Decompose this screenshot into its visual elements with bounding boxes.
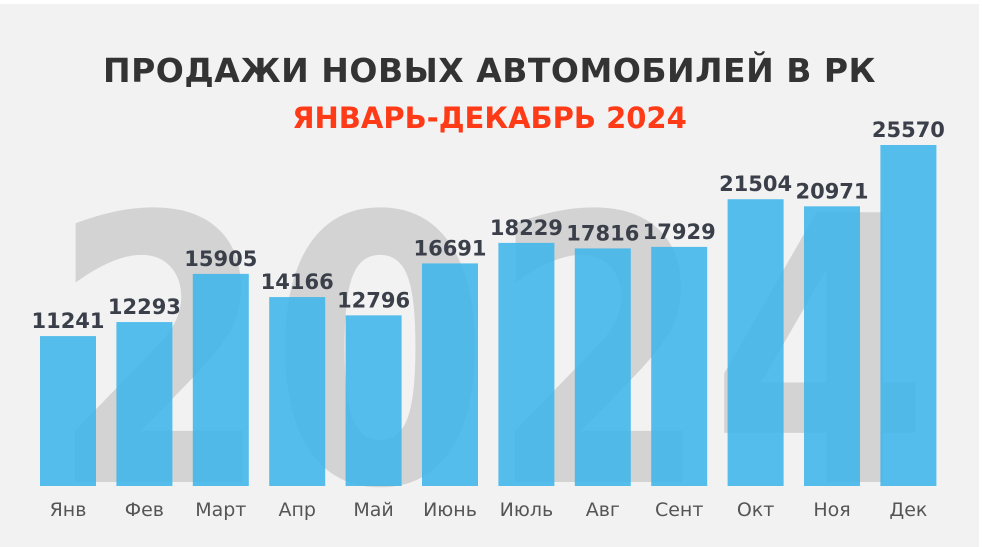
- category-label: Дек: [889, 499, 927, 521]
- value-label: 12293: [108, 295, 181, 319]
- value-label: 25570: [872, 118, 945, 142]
- value-label: 21504: [719, 172, 792, 196]
- category-label: Фев: [125, 499, 164, 521]
- category-label: Ноя: [813, 499, 850, 521]
- category-label: Апр: [278, 499, 315, 521]
- chart-subtitle: ЯНВАРЬ-ДЕКАБРЬ 2024: [292, 101, 687, 135]
- bar-Ноя: [804, 206, 860, 487]
- chart-panel: 2024 ПРОДАЖИ НОВЫХ АВТОМОБИЛЕЙ В РК ЯНВА…: [0, 4, 979, 547]
- value-label: 11241: [31, 309, 104, 333]
- bar-Янв: [40, 336, 96, 486]
- category-label: Июль: [500, 499, 554, 521]
- category-label: Март: [195, 499, 246, 521]
- value-label: 18229: [490, 216, 563, 240]
- value-label: 17816: [566, 221, 639, 245]
- bar-Окт: [727, 199, 784, 486]
- bar-Фев: [116, 322, 173, 486]
- bar-Июнь: [422, 263, 478, 486]
- value-label: 16691: [413, 236, 486, 260]
- value-label: 17929: [643, 220, 716, 244]
- bar-Март: [192, 273, 249, 486]
- value-label: 12796: [337, 288, 410, 312]
- bar-Сент: [651, 246, 708, 486]
- category-label: Янв: [50, 499, 87, 521]
- category-label: Окт: [737, 499, 775, 521]
- bar-Дек: [880, 145, 937, 486]
- chart-title: ПРОДАЖИ НОВЫХ АВТОМОБИЛЕЙ В РК: [102, 51, 877, 90]
- bar-chart: 11241 Янв 12293 Фев 15905 Март 14166 Апр 12796 Ма…: [31, 118, 945, 521]
- value-label: 20971: [795, 179, 868, 203]
- category-label: Май: [353, 499, 393, 521]
- category-label: Июнь: [423, 499, 477, 521]
- bar-Май: [345, 315, 402, 486]
- value-label: 15905: [184, 247, 257, 271]
- category-label: Авг: [586, 499, 620, 521]
- bar-Апр: [269, 297, 326, 486]
- value-label: 14166: [261, 270, 334, 294]
- bar-Авг: [574, 248, 631, 486]
- bar-Июль: [498, 242, 555, 486]
- category-label: Сент: [655, 499, 703, 521]
